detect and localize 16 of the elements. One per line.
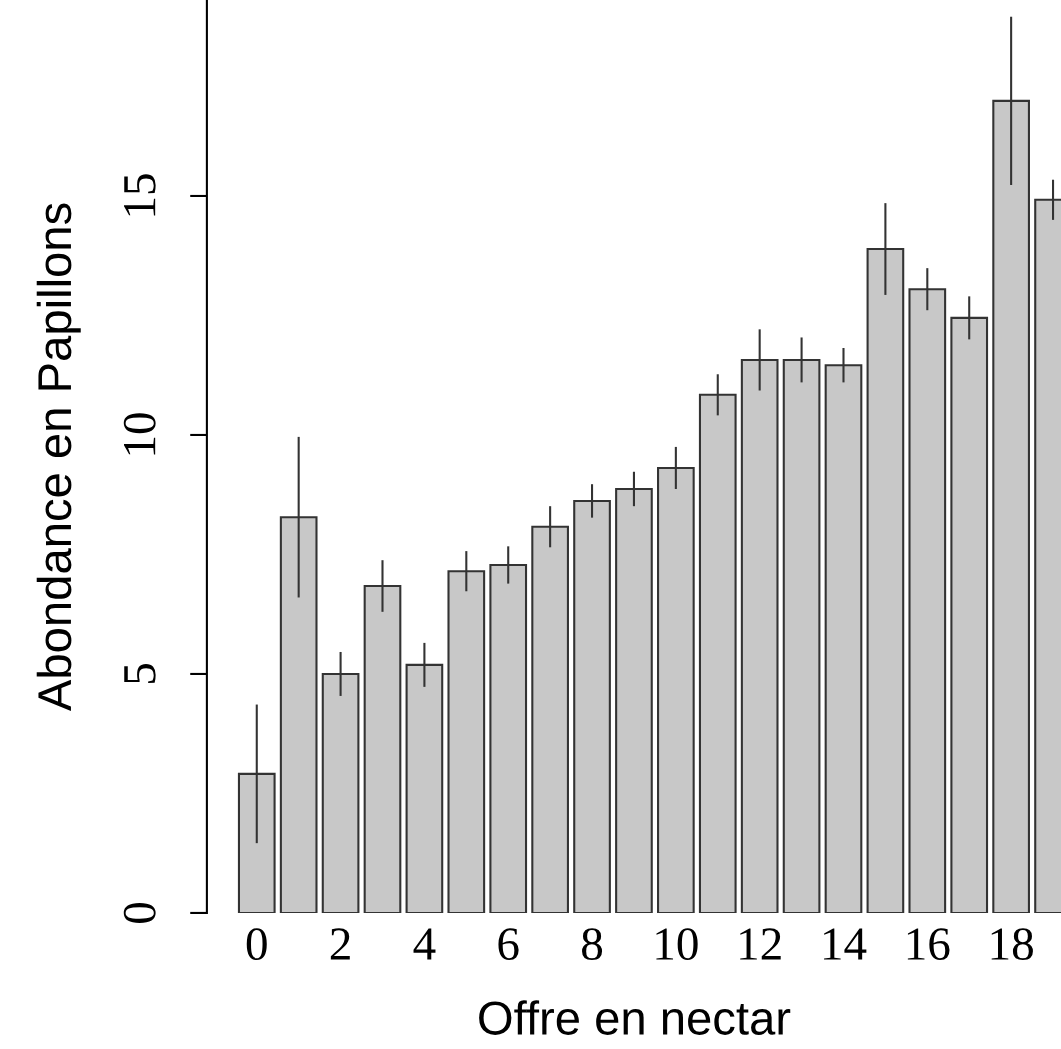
x-tick-label: 16 bbox=[907, 928, 950, 961]
y-tick-label: 0 bbox=[123, 902, 156, 923]
x-tick-label: 8 bbox=[582, 928, 603, 961]
x-axis-title: Offre en nectar bbox=[479, 1000, 791, 1035]
x-tick-label: 2 bbox=[330, 928, 350, 960]
y-tick-label: 5 bbox=[124, 663, 156, 684]
y-axis-title: Abondance en Papillons bbox=[36, 203, 81, 712]
x-tick-label: 14 bbox=[824, 928, 867, 960]
x-tick-label: 4 bbox=[413, 928, 436, 960]
x-tick-label: 18 bbox=[991, 928, 1033, 961]
y-tick-label: 10 bbox=[123, 413, 156, 455]
x-tick-label: 6 bbox=[498, 928, 519, 961]
x-tick-label: 10 bbox=[656, 928, 698, 961]
x-tick-label: 0 bbox=[246, 928, 267, 961]
y-tick-label: 15 bbox=[124, 174, 156, 216]
x-tick-label: 12 bbox=[740, 928, 781, 960]
